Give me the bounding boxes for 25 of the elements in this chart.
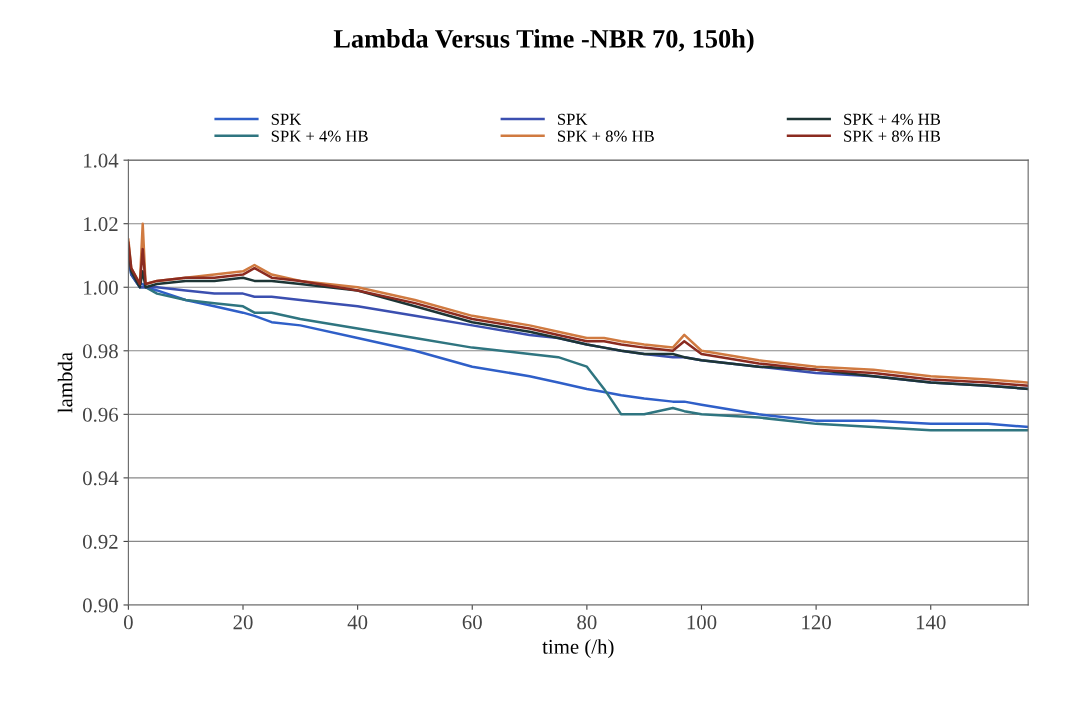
x-tick-label: 100 bbox=[687, 615, 717, 630]
y-tick-label: 0.98 bbox=[83, 344, 118, 359]
y-tick-label: 0.90 bbox=[83, 598, 118, 613]
y-tick-label: 1.00 bbox=[84, 280, 118, 295]
legend-label: SPK + 8% HB bbox=[844, 130, 941, 142]
x-tick-label: 0 bbox=[123, 615, 133, 630]
x-tick-label: 80 bbox=[577, 615, 597, 630]
legend-label: SPK bbox=[271, 113, 302, 125]
x-tick-label: 20 bbox=[233, 615, 253, 630]
legend-label: SPK + 8% HB bbox=[557, 130, 654, 142]
x-tick-label: 140 bbox=[916, 615, 946, 630]
y-tick-label: 1.02 bbox=[84, 217, 118, 232]
x-tick-label: 40 bbox=[347, 615, 368, 630]
y-tick-label: 0.92 bbox=[83, 534, 118, 549]
y-tick-label: 1.04 bbox=[84, 153, 119, 168]
x-tick-label: 60 bbox=[462, 615, 482, 630]
x-axis-title: time (/h) bbox=[542, 639, 614, 659]
chart-title: Lambda Versus Time -NBR 70, 150h) bbox=[333, 29, 754, 54]
y-tick-label: 0.94 bbox=[83, 471, 119, 486]
x-tick-label: 120 bbox=[802, 615, 831, 630]
y-axis-title: lambda bbox=[57, 352, 73, 413]
legend-label: SPK + 4% HB bbox=[271, 130, 368, 142]
legend-label: SPK + 4% HB bbox=[844, 113, 941, 125]
y-tick-label: 0.96 bbox=[83, 407, 119, 422]
legend-label: SPK bbox=[557, 113, 588, 125]
